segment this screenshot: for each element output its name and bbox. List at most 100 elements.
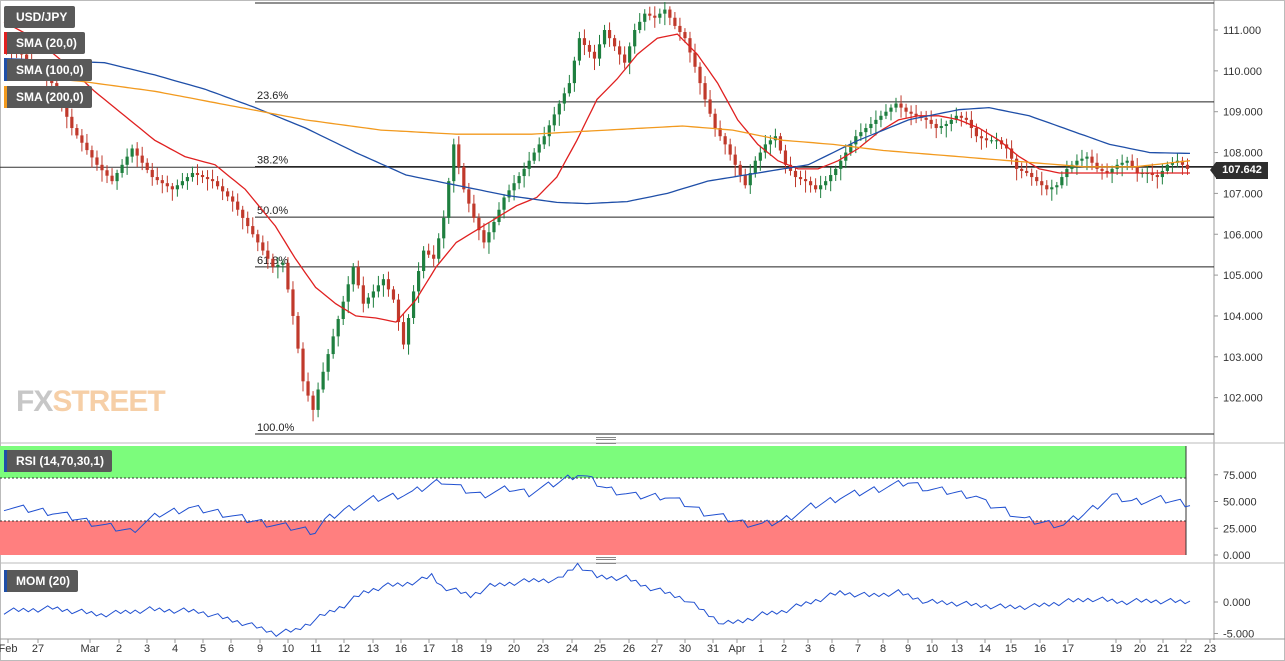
panel-resize-handle-mom[interactable] [596, 557, 616, 564]
candle-body [70, 116, 74, 129]
candle-body [1075, 160, 1079, 165]
fxstreet-logo: FXSTREET [16, 385, 166, 418]
candlestick-series [4, 2, 1190, 422]
price-tick-label: 103.000 [1223, 352, 1263, 364]
candle-body [251, 226, 255, 235]
candle-body [834, 168, 838, 176]
candle-body [959, 115, 963, 118]
legend-mom[interactable]: MOM (20) [4, 570, 78, 592]
date-tick-label: 2 [116, 643, 122, 655]
candle-body [633, 30, 637, 47]
candle-body [306, 381, 310, 396]
date-tick-label: 7 [855, 643, 861, 655]
candle-body [401, 322, 406, 345]
candle-body [155, 177, 159, 181]
candle-body [628, 46, 632, 63]
candle-body [723, 136, 727, 145]
candle-body [432, 254, 436, 259]
price-tick-label: 106.000 [1223, 229, 1263, 241]
candle-body [537, 144, 541, 153]
fib-level-label: 38.2% [257, 154, 288, 166]
panel-resize-handle-rsi[interactable] [596, 437, 616, 444]
symbol-label[interactable]: USD/JPY [4, 6, 76, 28]
candle-body [914, 113, 918, 116]
candle-body [105, 170, 109, 176]
date-tick-label: 30 [679, 643, 691, 655]
fibonacci-levels: 23.6%38.2%50.0%61.8%100.0% [0, 90, 1214, 435]
candle-body [874, 119, 878, 124]
candle-body [85, 142, 89, 151]
legend-rsi[interactable]: RSI (14,70,30,1) [4, 450, 113, 472]
date-tick-label: Mar [81, 643, 100, 655]
candle-body [1105, 170, 1109, 173]
candle-body [210, 179, 215, 182]
candle-body [793, 170, 798, 178]
candle-body [90, 150, 94, 158]
candle-body [361, 285, 365, 304]
candle-body [678, 25, 682, 33]
candle-body [120, 164, 124, 173]
price-tick-label: 108.000 [1223, 148, 1263, 160]
candle-body [1040, 181, 1044, 186]
candle-body [1125, 160, 1129, 163]
rsi-tick-label: 0.000 [1223, 550, 1251, 562]
sma100-swatch [4, 59, 7, 81]
candle-body [65, 105, 69, 117]
date-tick-label: 16 [395, 643, 407, 655]
date-tick-label: Feb [0, 643, 17, 655]
candle-body [110, 175, 114, 182]
price-tick-label: 107.000 [1223, 188, 1263, 200]
candle-body [743, 175, 747, 186]
candle-body [1070, 164, 1074, 169]
date-tick-label: Apr [728, 643, 745, 655]
candle-body [768, 140, 772, 145]
candle-body [175, 185, 179, 190]
candle-body [542, 136, 546, 145]
rsi-overbought-zone [0, 446, 1186, 478]
candle-body [607, 30, 612, 39]
candle-body [713, 113, 717, 129]
sma-line-2000 [3, 74, 1191, 168]
legend-sma20[interactable]: SMA (20,0) [4, 32, 85, 54]
date-tick-label: 20 [508, 643, 520, 655]
candle-body [291, 289, 295, 316]
candle-body [899, 103, 903, 108]
candle-body [738, 164, 742, 176]
candle-body [612, 38, 617, 47]
candle-body [673, 17, 677, 26]
date-tick-label: 21 [1157, 643, 1169, 655]
date-tick-label: 16 [1034, 643, 1046, 655]
candle-body [427, 250, 431, 255]
candle-body [301, 348, 305, 382]
candle-body [130, 148, 134, 157]
candle-body [1035, 177, 1039, 182]
legend-sma100[interactable]: SMA (100,0) [4, 59, 92, 81]
date-tick-label: 9 [905, 643, 911, 655]
candle-body [1100, 168, 1104, 171]
candle-body [1135, 166, 1139, 173]
candle-body [336, 319, 340, 337]
candle-body [406, 317, 411, 345]
candle-body [1110, 168, 1114, 173]
candle-body [135, 148, 139, 156]
candle-body [1055, 185, 1059, 188]
date-tick-label: 3 [144, 643, 150, 655]
date-tick-label: 13 [367, 643, 379, 655]
candle-body [226, 191, 230, 197]
candle-body [231, 196, 235, 202]
candle-body [934, 123, 938, 129]
date-tick-label: 2 [781, 643, 787, 655]
date-tick-label: 19 [1110, 643, 1122, 655]
fib-level-label: 100.0% [257, 422, 295, 434]
candle-body [668, 9, 672, 18]
candle-body [653, 15, 657, 18]
price-tick-label: 109.000 [1223, 107, 1263, 119]
candle-body [165, 183, 169, 187]
date-tick-label: 17 [1062, 643, 1074, 655]
candle-body [351, 266, 355, 285]
candle-body [422, 250, 426, 272]
candle-body [688, 38, 692, 53]
candle-body [562, 93, 566, 104]
legend-sma200[interactable]: SMA (200,0) [4, 86, 92, 108]
